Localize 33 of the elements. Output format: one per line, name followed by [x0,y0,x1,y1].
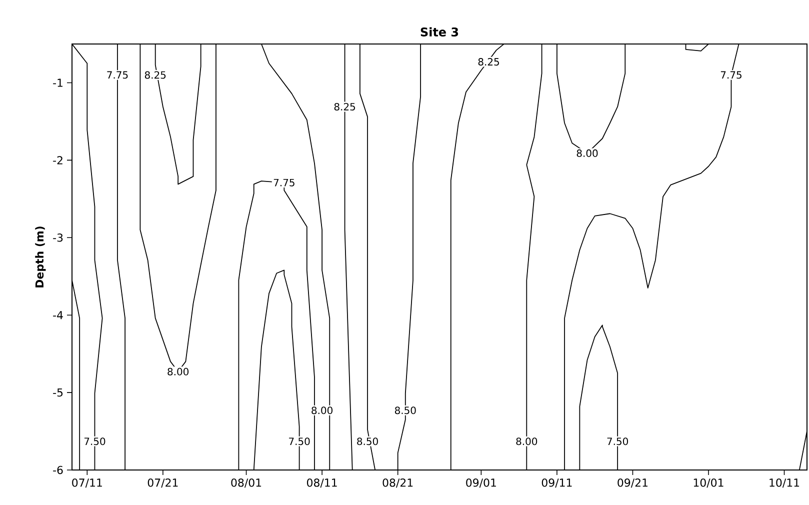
x-tick-label: 10/01 [694,478,724,488]
y-tick-label: -6 [53,466,63,474]
x-tick-label: 07/21 [148,478,178,488]
annotation: 7.50 [289,438,310,446]
y-tick-label: -5 [53,388,63,397]
x-tick-label: 09/21 [618,478,648,488]
annotation: 8.50 [357,438,378,446]
annotation: 8.00 [516,438,538,446]
annotation: 8.25 [334,102,355,111]
annotation: 8.00 [576,149,598,157]
annotation: 8.50 [394,406,416,414]
x-tick-label: 10/11 [770,478,800,488]
y-axis-title: Depth (m) [35,226,46,288]
annotation: 7.75 [107,71,128,79]
chart-title: Site 3 [420,27,458,37]
y-tick-label: -1 [53,78,62,87]
x-tick-label: 07/11 [72,478,102,488]
y-tick-label: -3 [53,234,63,242]
annotation: 7.75 [720,71,742,79]
annotation: 7.50 [84,438,106,446]
annotation: 7.50 [607,438,628,446]
x-tick-label: 09/11 [542,478,572,488]
x-tick-label: 08/21 [382,478,413,488]
annotation: 8.00 [312,406,332,414]
annotation: 8.25 [478,58,499,66]
annotation: 7.75 [274,178,294,186]
x-tick-label: 09/01 [466,478,496,488]
x-tick-label: 08/11 [306,478,337,488]
x-tick-label: 08/01 [231,478,262,488]
annotation: 8.25 [144,71,166,79]
y-tick-label: -4 [53,311,63,320]
y-tick-label: -2 [53,156,62,164]
annotation: 8.00 [168,368,189,376]
